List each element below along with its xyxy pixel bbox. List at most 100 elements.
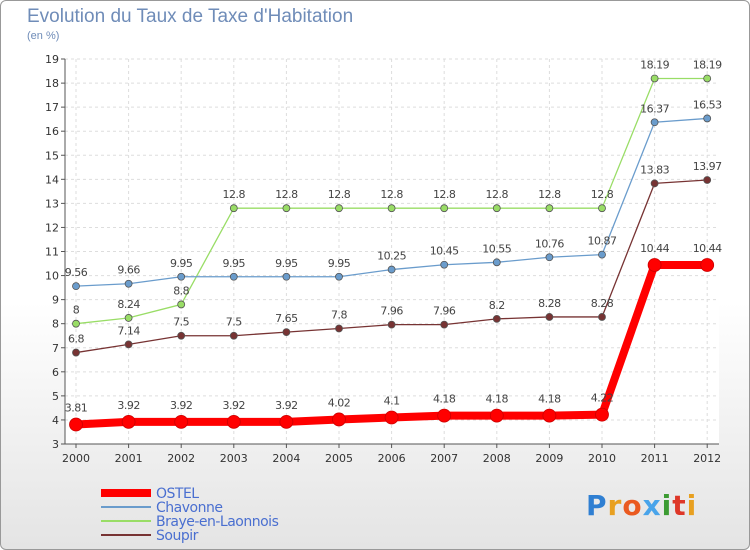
data-label: 4.22 <box>591 392 614 405</box>
x-tick-label: 2005 <box>325 452 353 465</box>
data-label: 9.95 <box>170 257 193 270</box>
data-point <box>72 282 80 291</box>
data-point <box>279 414 294 429</box>
y-tick-label: 7 <box>52 342 59 355</box>
data-label: 4.02 <box>328 396 351 409</box>
data-label: 13.97 <box>693 160 722 173</box>
x-tick-label: 2000 <box>62 452 90 465</box>
legend-entry: Braye-en-Laonnois <box>156 514 279 530</box>
data-label: 10.55 <box>482 242 511 255</box>
x-tick-label: 2008 <box>483 452 511 465</box>
data-label: 10.87 <box>588 235 617 248</box>
data-point <box>700 258 715 272</box>
data-point <box>595 407 609 422</box>
data-point <box>174 414 189 429</box>
data-label: 12.8 <box>538 188 561 201</box>
data-label: 8.28 <box>591 297 614 310</box>
data-point <box>492 258 501 267</box>
data-label: 12.8 <box>591 188 614 201</box>
data-point <box>650 118 659 127</box>
data-point <box>492 204 501 213</box>
data-point <box>72 319 80 328</box>
data-point <box>282 272 291 281</box>
y-tick-label: 14 <box>45 173 59 186</box>
data-point <box>177 331 186 340</box>
data-label: 6.8 <box>68 333 84 346</box>
data-point <box>335 272 343 281</box>
data-label: 12.8 <box>275 188 298 201</box>
y-tick-label: 13 <box>45 197 59 210</box>
data-point <box>226 414 241 429</box>
data-label: 4.18 <box>538 393 561 406</box>
y-tick-label: 9 <box>52 294 59 307</box>
x-tick-label: 2006 <box>378 452 406 465</box>
data-label: 12.8 <box>486 188 509 201</box>
data-point <box>437 408 452 423</box>
logo-letter: i <box>661 489 673 522</box>
x-tick-label: 2010 <box>588 452 616 465</box>
data-label: 12.8 <box>433 188 456 201</box>
data-label: 8.2 <box>489 299 505 312</box>
data-label: 8 <box>73 304 80 317</box>
proxiti-logo: Proxiti <box>586 489 697 522</box>
logo-letter: t <box>672 489 687 522</box>
data-point <box>332 412 346 427</box>
data-point <box>335 324 343 333</box>
data-point <box>598 204 606 213</box>
data-point <box>124 279 133 288</box>
data-point <box>492 314 501 323</box>
y-tick-label: 12 <box>45 221 59 234</box>
data-label: 9.95 <box>275 257 298 270</box>
chart-subtitle: (en %) <box>27 30 60 42</box>
data-point <box>387 320 396 329</box>
logo-letter: o <box>622 489 643 522</box>
data-label: 8.24 <box>117 298 140 311</box>
data-label: 10.44 <box>640 242 669 255</box>
data-point <box>387 265 396 274</box>
x-tick-label: 2003 <box>220 452 248 465</box>
data-point <box>229 331 238 340</box>
data-label: 4.18 <box>486 393 509 406</box>
data-label: 9.95 <box>223 257 246 270</box>
data-point <box>703 176 712 184</box>
y-tick-label: 15 <box>45 149 59 162</box>
data-label: 7.96 <box>433 305 456 318</box>
x-tick-label: 2004 <box>272 452 300 465</box>
data-label: 7.96 <box>380 305 403 318</box>
data-label: 7.14 <box>117 324 140 337</box>
data-label: 7.5 <box>226 316 242 329</box>
y-tick-label: 11 <box>45 246 59 259</box>
y-tick-label: 5 <box>52 390 59 403</box>
data-point <box>542 408 557 423</box>
data-label: 7.8 <box>331 309 347 322</box>
data-label: 16.37 <box>640 102 669 115</box>
data-point <box>384 410 399 425</box>
data-label: 7.65 <box>275 312 298 325</box>
logo-letter: r <box>607 489 623 522</box>
data-point <box>440 260 449 269</box>
data-point <box>440 204 449 213</box>
x-tick-label: 2012 <box>693 452 721 465</box>
data-point <box>647 258 662 272</box>
y-tick-label: 17 <box>45 101 59 114</box>
logo-letter: i <box>686 489 698 522</box>
data-label: 8.8 <box>173 284 189 297</box>
data-label: 10.45 <box>430 245 459 258</box>
data-label: 10.44 <box>693 242 722 255</box>
data-point <box>598 250 606 259</box>
data-label: 18.19 <box>640 58 669 71</box>
data-label: 7.5 <box>173 316 189 329</box>
data-point <box>489 408 504 423</box>
data-point <box>177 300 186 309</box>
data-point <box>545 253 554 262</box>
data-point <box>282 204 291 213</box>
data-point <box>387 204 396 213</box>
y-tick-label: 10 <box>45 270 59 283</box>
y-tick-label: 4 <box>52 414 59 427</box>
data-point <box>598 313 606 321</box>
data-point <box>440 320 449 329</box>
legend-entry: Soupir <box>156 528 199 544</box>
legend-entry: OSTEL <box>156 486 199 502</box>
